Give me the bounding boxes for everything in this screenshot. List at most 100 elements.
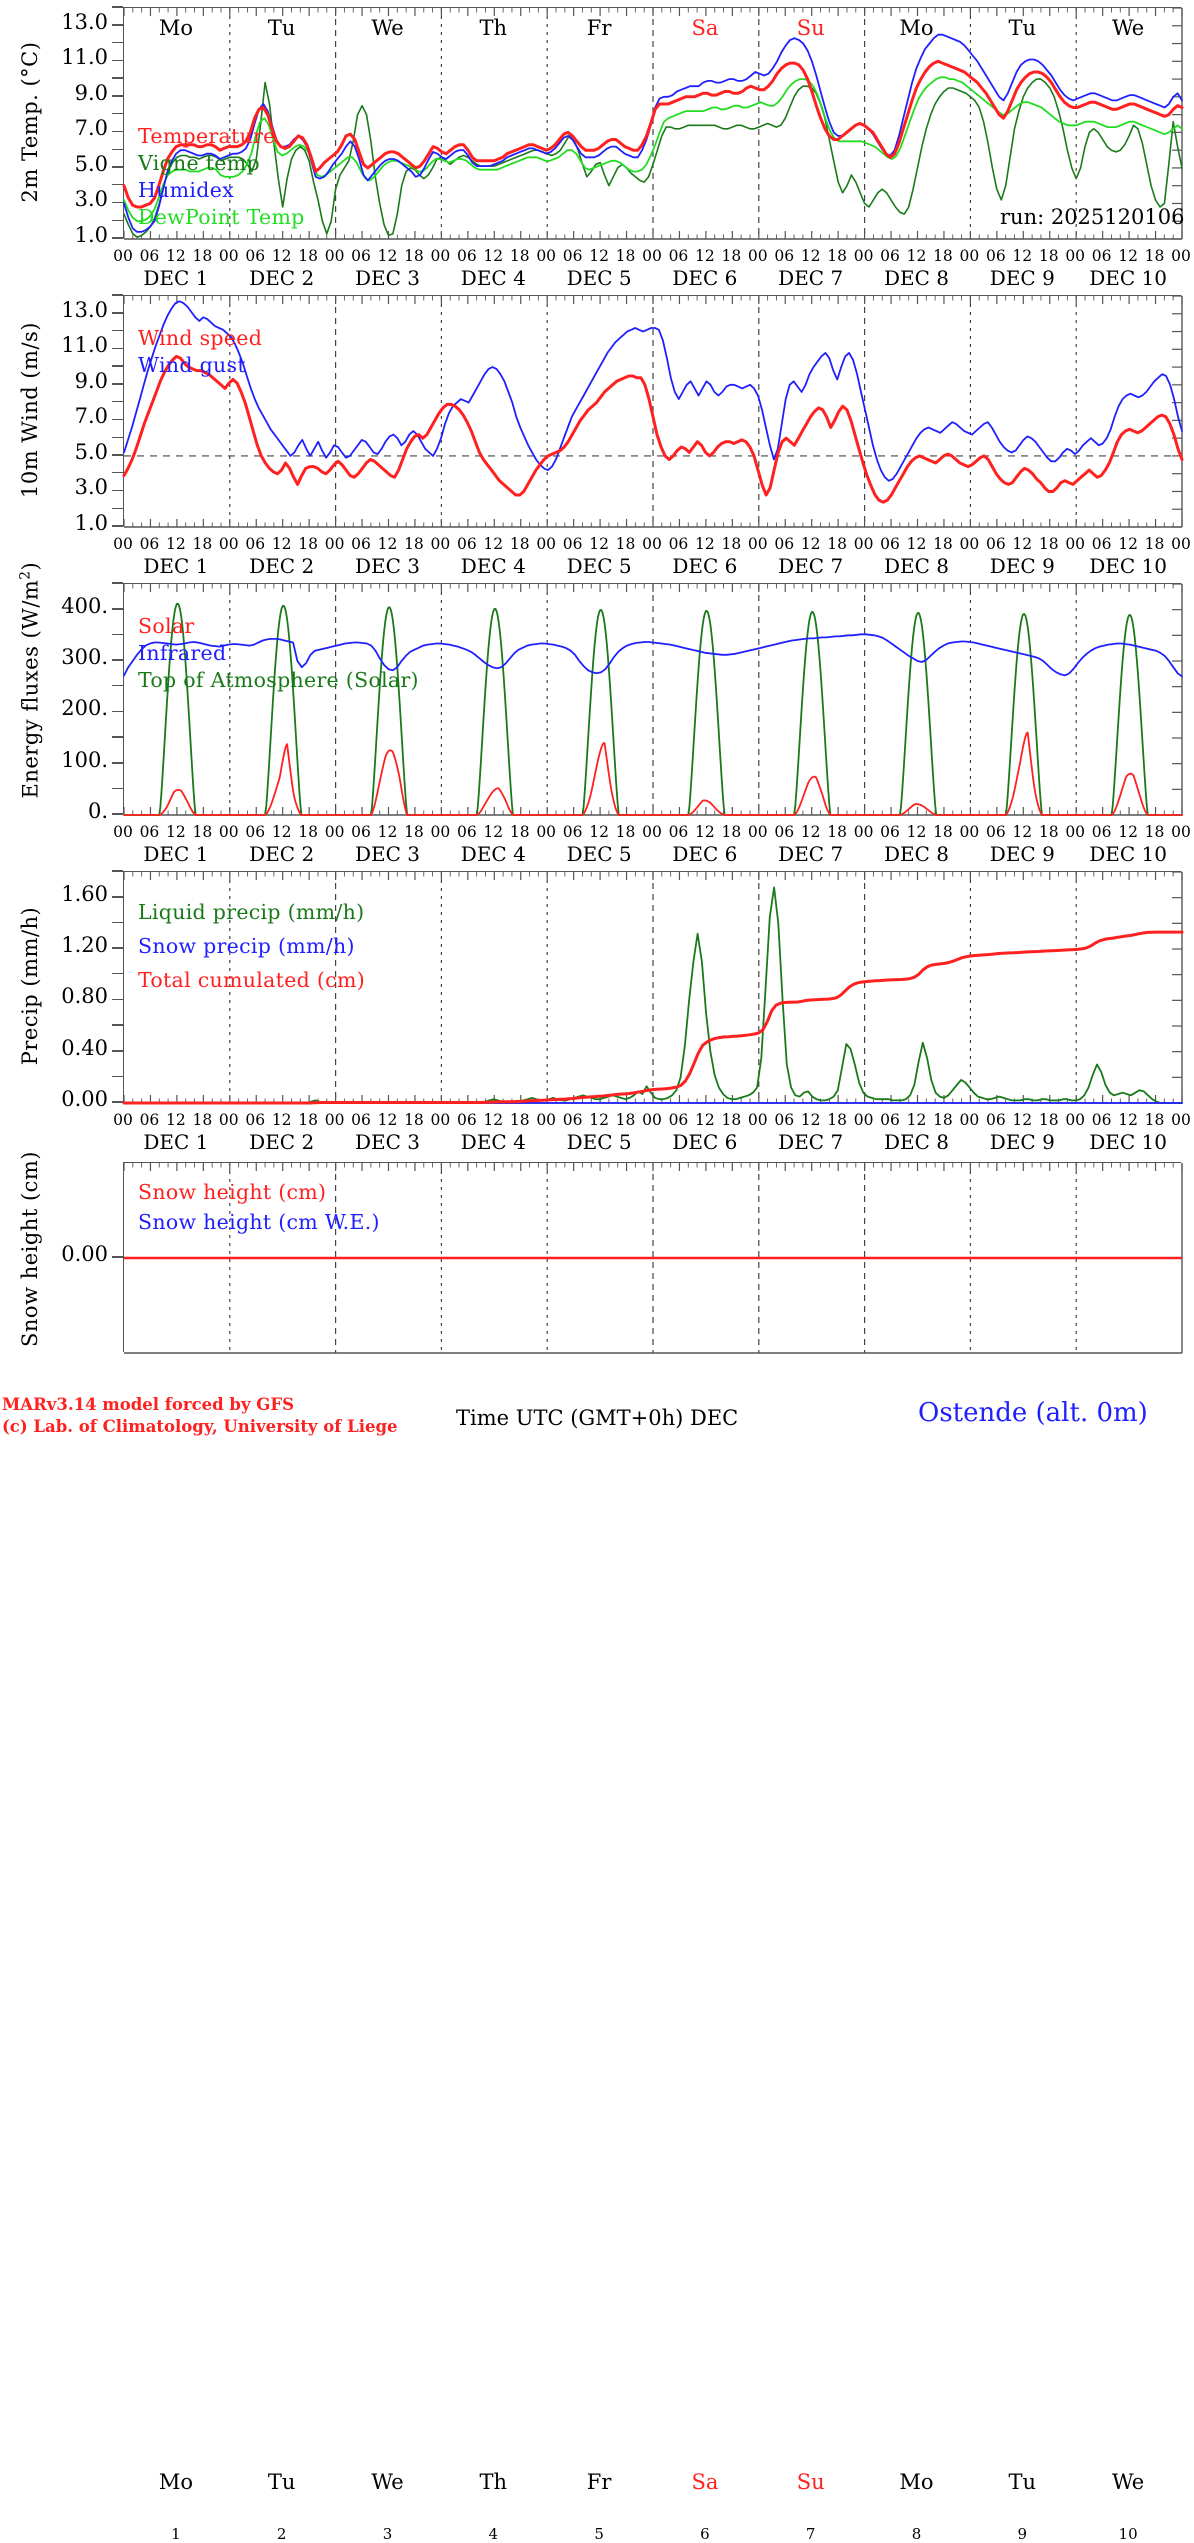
- plot-area-temperature: [122, 7, 1184, 240]
- hour-tick-label: 12: [906, 823, 927, 841]
- hour-tick-label: 06: [456, 535, 477, 553]
- legend-entry-wind-gust: Wind gust: [138, 353, 246, 377]
- hour-tick-label: 18: [298, 535, 318, 553]
- hour-tick-label: 06: [245, 1111, 266, 1129]
- hour-tick-label: 12: [377, 247, 398, 265]
- hour-tick-label: 00: [218, 823, 239, 841]
- hour-tick-label: 18: [827, 1111, 847, 1129]
- ytick-label: 3.0: [74, 187, 108, 212]
- day-number-label: 3: [382, 2525, 393, 2543]
- day-of-week-label: We: [1111, 16, 1145, 40]
- day-label: DEC 8: [883, 1130, 950, 1154]
- legend-entry-total-cumulated-cm: Total cumulated (cm): [138, 968, 365, 992]
- ytick-label: 5.0: [74, 151, 108, 176]
- hour-tick-label: 00: [1171, 823, 1191, 841]
- day-label: DEC 9: [989, 842, 1055, 866]
- hour-tick-label: 00: [853, 247, 874, 265]
- hour-tick-label: 18: [404, 1111, 424, 1129]
- hour-tick-label: 18: [1038, 1111, 1059, 1129]
- hour-tick-label: 00: [536, 535, 557, 553]
- hour-tick-label: 06: [456, 823, 477, 841]
- ytick-mark: [112, 607, 123, 610]
- ytick-mark: [112, 659, 123, 661]
- hour-tick-label: 12: [166, 247, 186, 265]
- hour-tick-label: 12: [695, 535, 715, 553]
- day-label: DEC 3: [354, 1130, 421, 1154]
- hour-tick-label: 12: [800, 247, 821, 265]
- day-label: DEC 2: [249, 554, 315, 578]
- hour-tick-label: 00: [430, 535, 451, 553]
- hour-tick-label: 18: [721, 535, 742, 553]
- hour-tick-label: 18: [1038, 823, 1059, 841]
- panel-temperature: 2m Temp. (°C) run: 2025120106 1.0 3.0 5.0 7…: [0, 0, 1194, 290]
- day-label: DEC 2: [249, 842, 315, 866]
- hour-tick-label: 00: [747, 823, 768, 841]
- hour-tick-label: 18: [509, 1111, 530, 1129]
- hour-tick-label: 18: [615, 247, 636, 265]
- ytick-minor: [112, 685, 123, 687]
- hour-tick-label: 06: [1091, 1111, 1112, 1129]
- hour-tick-label: 00: [324, 823, 345, 841]
- hour-tick-label: 00: [1171, 1111, 1191, 1129]
- hour-tick-label: 00: [1065, 823, 1086, 841]
- ytick-label: 0.40: [61, 1035, 108, 1060]
- hour-tick-label: 12: [695, 823, 715, 841]
- day-label: DEC 7: [778, 842, 844, 866]
- hour-tick-label: 12: [589, 247, 609, 265]
- ytick-mark: [112, 947, 123, 949]
- day-label: DEC 8: [883, 554, 950, 578]
- day-label: DEC 4: [460, 554, 526, 578]
- hour-tick-label: 12: [271, 535, 292, 553]
- hour-tick-label: 06: [880, 535, 900, 553]
- hour-tick-label: 12: [166, 823, 186, 841]
- hour-tick-label: 18: [827, 823, 847, 841]
- legend-entry-liquid-precip-mm-h: Liquid precip (mm/h): [138, 900, 365, 924]
- ytick-mark: [112, 201, 123, 204]
- ytick-label: 11.0: [61, 45, 108, 70]
- hour-tick-label: 12: [483, 247, 504, 265]
- hour-tick-label: 00: [959, 535, 980, 553]
- hour-tick-label: 18: [933, 535, 953, 553]
- hour-tick-label: 06: [774, 247, 795, 265]
- hour-tick-label: 06: [562, 823, 583, 841]
- hour-tick-label: 18: [404, 247, 424, 265]
- day-number-label: 1: [171, 2525, 181, 2543]
- hour-tick-label: 12: [166, 535, 186, 553]
- chart-svg-snow: [123, 1163, 1183, 1354]
- ytick-label: 13.0: [61, 9, 108, 34]
- hour-tick-label: 18: [1144, 823, 1165, 841]
- hour-tick-label: 06: [139, 535, 160, 553]
- hour-tick-label: 06: [351, 1111, 371, 1129]
- ytick-mark: [112, 710, 123, 713]
- hour-tick-label: 06: [985, 823, 1006, 841]
- ytick-label: 7.0: [74, 404, 108, 429]
- ytick-mark: [112, 418, 123, 421]
- day-of-week-label: Fr: [586, 16, 612, 40]
- ytick-minor: [112, 294, 123, 296]
- hour-tick-label: 06: [668, 823, 689, 841]
- ytick-label: 400.: [61, 593, 108, 618]
- hour-tick-label: 12: [800, 535, 821, 553]
- hour-tick-label: 06: [668, 535, 689, 553]
- hour-tick-label: 06: [351, 823, 371, 841]
- panel-wind: 10m Wind (m/s) 1.0 3.0 5.0 7.0 9.0 11.0 13.0 0…: [0, 288, 1194, 578]
- day-label: DEC 2: [249, 266, 315, 290]
- day-label: DEC 10: [1089, 842, 1167, 866]
- hour-tick-label: 18: [827, 247, 847, 265]
- run-label: run: 2025120106: [1000, 205, 1185, 229]
- ytick-minor: [112, 41, 123, 44]
- hour-tick-label: 18: [933, 247, 953, 265]
- hour-tick-label: 00: [959, 823, 980, 841]
- day-label: DEC 9: [989, 1130, 1055, 1154]
- hour-tick-label: 06: [245, 823, 266, 841]
- day-of-week-label: We: [371, 16, 404, 40]
- legend-entry-temperature: Temperature: [138, 124, 276, 148]
- ytick-label: 13.0: [61, 297, 108, 322]
- hour-tick-label: 18: [404, 823, 424, 841]
- hour-tick-label: 00: [113, 247, 133, 265]
- chart-svg-energy: [123, 583, 1183, 816]
- hour-tick-label: 18: [404, 535, 424, 553]
- ytick-label: 200.: [61, 696, 108, 721]
- hour-tick-label: 00: [536, 1111, 557, 1129]
- hour-tick-label: 12: [695, 247, 715, 265]
